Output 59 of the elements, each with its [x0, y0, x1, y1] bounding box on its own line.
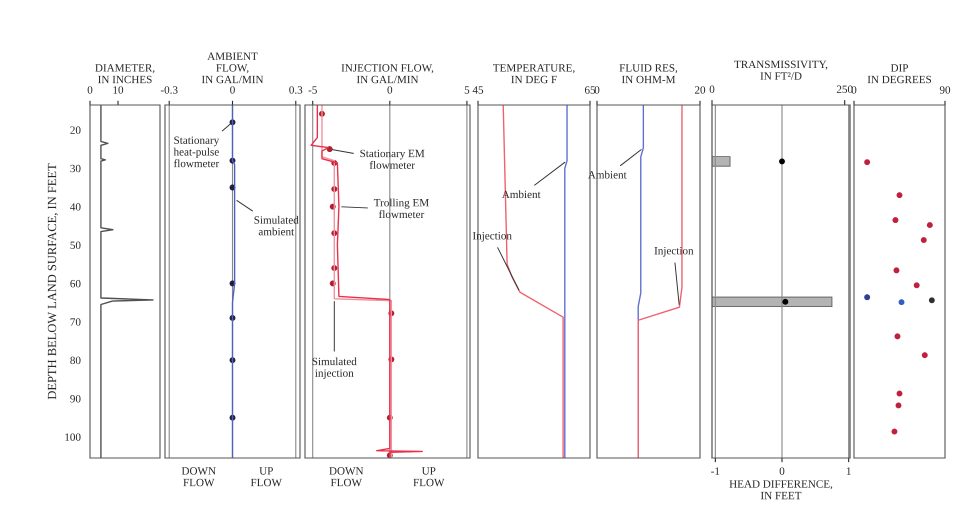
y-tick-label: 70: [70, 318, 81, 326]
x-tick-label: 65: [584, 86, 596, 94]
x2-axis-title: TRANSMISSIVITY, IN FT²/D: [734, 60, 828, 80]
x-axis-title: AMBIENT FLOW, IN GAL/MIN: [202, 52, 264, 84]
y-tick-label: 40: [70, 203, 81, 211]
point: [926, 222, 933, 228]
point: [928, 297, 935, 304]
x2-tick-label: 250: [836, 86, 853, 94]
annotation: Trolling EM flowmeter: [374, 198, 429, 218]
point: [896, 390, 902, 396]
x-tick-label: 90: [940, 86, 950, 94]
x-tick-label: 0: [230, 86, 235, 94]
x-axis-title: DIP IN DEGREES: [868, 64, 932, 84]
x-tick-label: 0: [594, 86, 600, 94]
x-tick-label: 1: [846, 467, 851, 475]
point: [922, 352, 928, 358]
x-axis-title: TEMPERATURE, IN DEG F: [493, 64, 575, 84]
point: [914, 282, 920, 288]
y-tick-label: 30: [70, 164, 81, 172]
point: [898, 299, 904, 306]
x-tick-label: 5: [464, 86, 470, 94]
x-tick-label: -1: [711, 467, 720, 475]
point: [892, 217, 898, 224]
y-tick-label: 90: [70, 394, 81, 402]
x-tick-label: -0.3: [160, 86, 178, 94]
x-axis-title: DIAMETER, IN INCHES: [95, 64, 154, 84]
point: [864, 294, 870, 300]
y-axis-title: DEPTH BELOW LAND SURFACE, IN FEET: [48, 164, 58, 400]
x-tick-label: 0: [88, 86, 92, 94]
point: [864, 159, 870, 166]
annotation: Stationary heat-pulse flowmeter: [174, 136, 220, 168]
point: [920, 237, 927, 244]
x-axis-title: FLUID RES, IN OHM-M: [619, 64, 678, 84]
x-tick-label: 0: [387, 86, 392, 94]
text: DOWN FLOW: [329, 467, 364, 486]
point: [896, 192, 902, 198]
y-tick-label: 60: [70, 280, 81, 288]
point: [894, 267, 900, 274]
text: DOWN FLOW: [182, 467, 216, 486]
annotation: Simulated ambient: [254, 216, 299, 236]
annotation: Stationary EM flowmeter: [360, 150, 424, 169]
x-tick-label: 0: [780, 467, 784, 475]
point: [894, 333, 900, 340]
y-tick-label: 20: [70, 126, 81, 134]
y-tick-label: 100: [65, 433, 81, 441]
x-tick-label: 10: [113, 86, 124, 94]
text: UP FLOW: [413, 467, 444, 486]
point: [892, 428, 898, 434]
text: UP FLOW: [250, 467, 282, 486]
x-axis-title: INJECTION FLOW, IN GAL/MIN: [342, 64, 434, 84]
y-tick-label: 80: [70, 356, 81, 364]
x-tick-label: -5: [308, 86, 317, 94]
x-tick-label: 45: [472, 86, 484, 94]
annotation: Simulated injection: [312, 357, 357, 380]
x-tick-label: 0.3: [289, 86, 302, 94]
x-tick-label: 20: [694, 86, 706, 94]
x-axis-title: HEAD DIFFERENCE, IN FEET: [729, 480, 832, 500]
point: [896, 402, 902, 408]
y-tick-label: 50: [70, 242, 81, 250]
